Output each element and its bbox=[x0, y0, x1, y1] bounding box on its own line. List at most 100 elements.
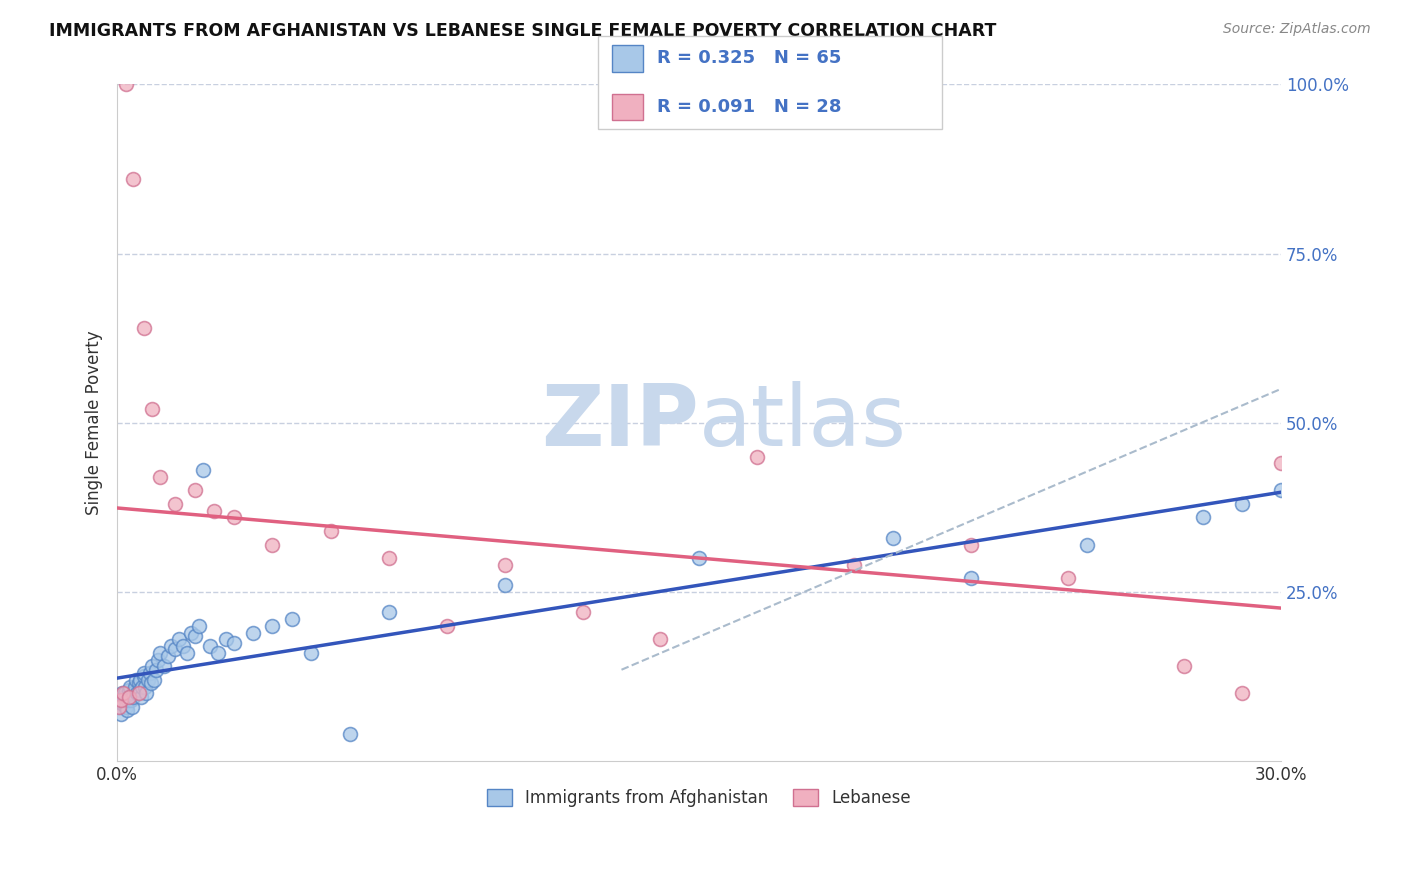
Point bbox=[1230, 497, 1253, 511]
Point bbox=[131, 680, 153, 694]
Point bbox=[571, 605, 593, 619]
Point bbox=[202, 504, 225, 518]
Point bbox=[141, 676, 163, 690]
Point bbox=[149, 646, 172, 660]
Point bbox=[187, 619, 209, 633]
Point bbox=[1192, 510, 1215, 524]
Point bbox=[114, 700, 136, 714]
Point bbox=[111, 697, 134, 711]
Point bbox=[222, 635, 245, 649]
Point bbox=[242, 625, 264, 640]
Point bbox=[135, 686, 157, 700]
Point bbox=[1270, 456, 1292, 470]
Point bbox=[959, 571, 981, 585]
Point bbox=[377, 551, 399, 566]
Point bbox=[121, 686, 143, 700]
Point bbox=[180, 625, 202, 640]
Point bbox=[121, 700, 143, 714]
Point bbox=[114, 78, 136, 92]
Point bbox=[124, 680, 146, 694]
Point bbox=[747, 450, 769, 464]
Point bbox=[114, 686, 136, 700]
Point bbox=[844, 558, 866, 572]
Point bbox=[299, 646, 322, 660]
Point bbox=[111, 686, 134, 700]
Point bbox=[128, 686, 150, 700]
Point bbox=[1270, 483, 1292, 498]
Point bbox=[122, 690, 145, 704]
Point bbox=[143, 673, 166, 687]
Text: R = 0.325   N = 65: R = 0.325 N = 65 bbox=[657, 49, 841, 68]
Point bbox=[132, 669, 155, 683]
Y-axis label: Single Female Poverty: Single Female Poverty bbox=[86, 330, 103, 515]
Point bbox=[128, 676, 150, 690]
Point bbox=[120, 693, 142, 707]
Point bbox=[110, 693, 132, 707]
Point bbox=[1076, 537, 1098, 551]
Point bbox=[145, 663, 167, 677]
Point bbox=[128, 673, 150, 687]
Point bbox=[134, 680, 156, 694]
Point bbox=[134, 321, 156, 335]
Point bbox=[1230, 686, 1253, 700]
Point bbox=[156, 649, 179, 664]
Point bbox=[165, 642, 187, 657]
Point bbox=[118, 683, 141, 698]
Point bbox=[134, 666, 156, 681]
Point bbox=[494, 558, 516, 572]
Point bbox=[436, 619, 458, 633]
Point bbox=[125, 686, 148, 700]
Point bbox=[377, 605, 399, 619]
Point bbox=[207, 646, 229, 660]
Point bbox=[200, 639, 222, 653]
Point bbox=[1173, 659, 1195, 673]
Point bbox=[129, 683, 152, 698]
Point bbox=[494, 578, 516, 592]
Point bbox=[115, 703, 138, 717]
Point bbox=[281, 612, 304, 626]
Text: R = 0.091   N = 28: R = 0.091 N = 28 bbox=[657, 98, 841, 116]
Point bbox=[215, 632, 238, 647]
Point bbox=[118, 680, 141, 694]
Point bbox=[222, 510, 245, 524]
Point bbox=[112, 690, 135, 704]
Point bbox=[172, 639, 194, 653]
Point bbox=[121, 172, 143, 186]
Point bbox=[108, 700, 131, 714]
Point bbox=[184, 483, 207, 498]
Text: IMMIGRANTS FROM AFGHANISTAN VS LEBANESE SINGLE FEMALE POVERTY CORRELATION CHART: IMMIGRANTS FROM AFGHANISTAN VS LEBANESE … bbox=[49, 22, 997, 40]
Point bbox=[149, 470, 172, 484]
Point bbox=[110, 693, 132, 707]
Point bbox=[118, 690, 141, 704]
Point bbox=[152, 659, 174, 673]
Point bbox=[141, 659, 163, 673]
Text: atlas: atlas bbox=[699, 381, 907, 464]
Point bbox=[184, 629, 207, 643]
Point bbox=[160, 639, 183, 653]
Point bbox=[959, 537, 981, 551]
Point bbox=[1056, 571, 1078, 585]
Point bbox=[136, 673, 159, 687]
Point bbox=[319, 524, 342, 538]
Point bbox=[167, 632, 190, 647]
Point bbox=[339, 727, 361, 741]
Point bbox=[262, 537, 284, 551]
Point bbox=[262, 619, 284, 633]
Point bbox=[111, 686, 134, 700]
Point bbox=[191, 463, 214, 477]
Point bbox=[110, 706, 132, 721]
Point bbox=[165, 497, 187, 511]
Point bbox=[117, 693, 139, 707]
Point bbox=[176, 646, 198, 660]
Text: Source: ZipAtlas.com: Source: ZipAtlas.com bbox=[1223, 22, 1371, 37]
Point bbox=[108, 700, 131, 714]
Point bbox=[129, 690, 152, 704]
Point bbox=[141, 402, 163, 417]
Point bbox=[882, 531, 904, 545]
Point bbox=[688, 551, 710, 566]
Point bbox=[650, 632, 672, 647]
Point bbox=[146, 652, 169, 666]
Point bbox=[139, 666, 162, 681]
Legend: Immigrants from Afghanistan, Lebanese: Immigrants from Afghanistan, Lebanese bbox=[479, 782, 918, 814]
Point bbox=[125, 673, 148, 687]
